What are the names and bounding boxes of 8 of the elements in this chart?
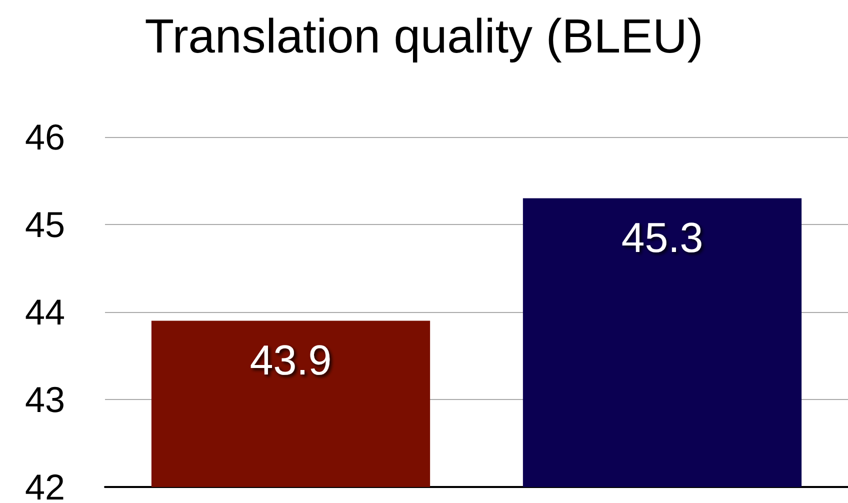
y-tick-label: 42	[24, 466, 65, 503]
y-tick-label: 43	[24, 379, 65, 420]
y-tick-label: 45	[24, 204, 65, 245]
data-label: 43.9	[250, 336, 332, 384]
data-label: 45.3	[621, 214, 704, 261]
chart-title: Translation quality (BLEU)	[144, 10, 704, 64]
y-tick-label: 44	[24, 292, 65, 332]
y-tick-label: 46	[24, 116, 65, 158]
